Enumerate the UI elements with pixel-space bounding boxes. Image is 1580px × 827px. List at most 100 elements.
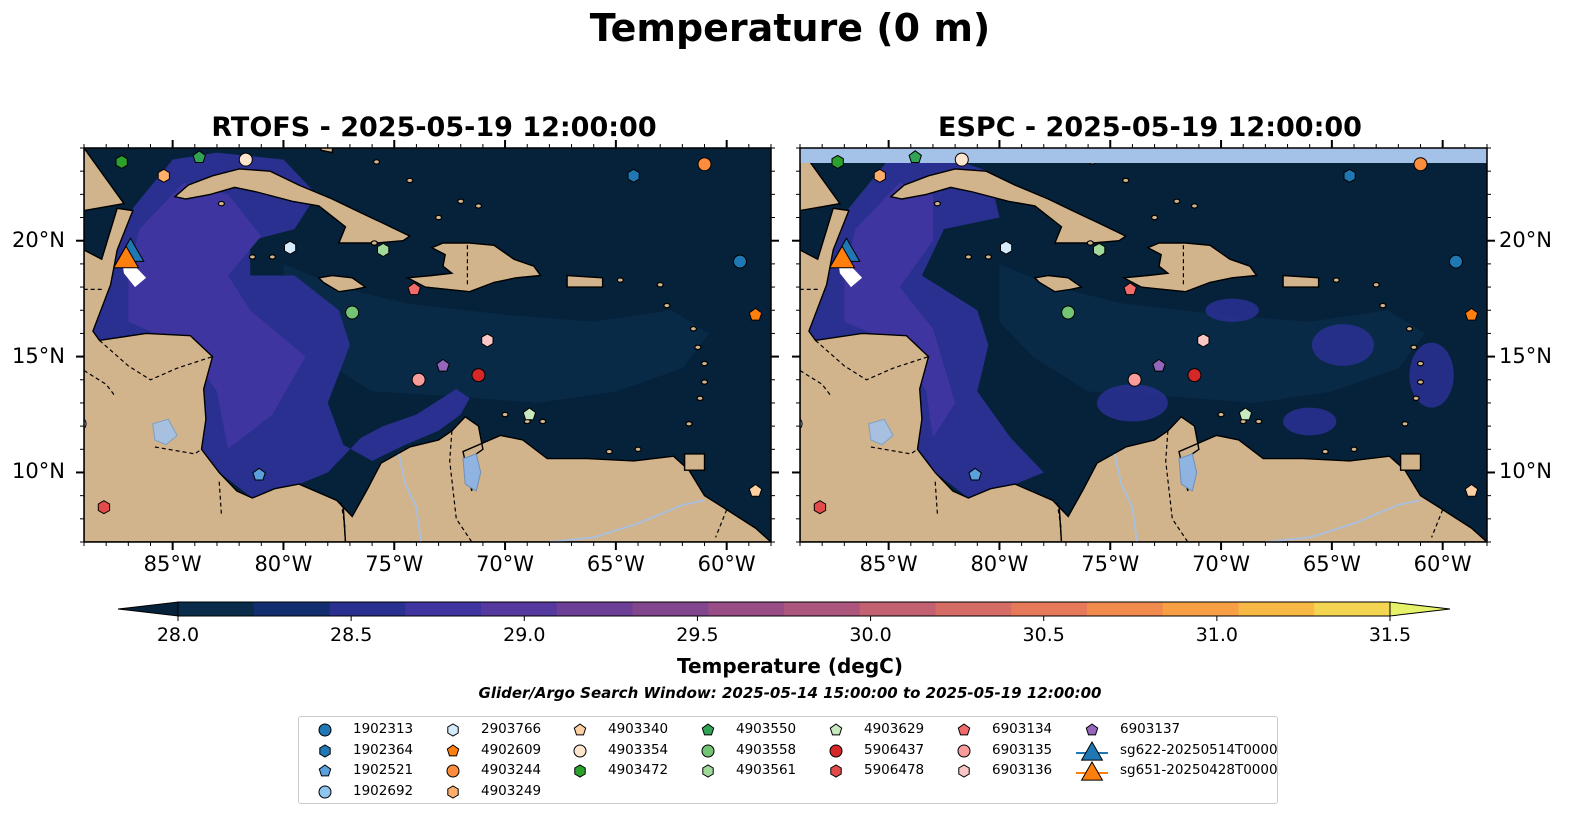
legend-item-label: 4903550 (736, 721, 797, 737)
rtofs-island (434, 214, 443, 221)
legend-item-6903137: 6903137 (1074, 720, 1274, 740)
rtofs-lat-tick-label: 10°N (12, 459, 65, 484)
rtofs-island (457, 198, 465, 205)
espc-island (933, 200, 941, 207)
espc-island (1321, 448, 1329, 455)
rtofs-lon-tick-label: 70°W (476, 552, 535, 576)
legend-item-label: 4903249 (481, 782, 542, 799)
legend-item-label: 1902313 (353, 721, 414, 737)
espc-float-6903135 (1127, 372, 1142, 387)
colorbar-tick-label: 29.5 (676, 624, 719, 646)
rtofs-lon-tick-label: 80°W (254, 552, 313, 576)
legend-item-label: sg651-20250428T0000 (1120, 762, 1278, 778)
espc-island (1379, 302, 1387, 309)
rtofs-island (370, 240, 378, 246)
espc-float-4903558 (1061, 305, 1076, 320)
espc-float-4903561 (1093, 242, 1106, 258)
rtofs-island (634, 446, 642, 453)
rtofs-island (700, 379, 709, 385)
legend-item-5906437: 5906437 (818, 741, 1018, 761)
legend-marker-shape (573, 744, 587, 757)
espc-island (964, 254, 973, 260)
colorbar-under-arrow (117, 601, 179, 617)
espc-float-4903249 (873, 168, 886, 183)
rtofs-island (689, 325, 698, 332)
legend-glider-triangle (1080, 761, 1104, 781)
espc-island (1173, 198, 1181, 205)
colorbar-segment (1011, 602, 1088, 616)
legend-marker-shape (957, 723, 971, 736)
espc-sst-eddy (1096, 384, 1168, 422)
colorbar-segment (556, 602, 633, 616)
espc-land-trinidad (1399, 453, 1422, 471)
rtofs-island (539, 418, 547, 425)
legend-marker-icon (447, 723, 459, 737)
legend-marker-shape (958, 764, 970, 778)
legend-marker-shape (957, 744, 971, 757)
rtofs-map (84, 148, 771, 542)
espc-map (800, 148, 1487, 542)
legend-marker-shape (446, 764, 460, 778)
rtofs-land-puertoRico (566, 274, 604, 288)
rtofs-island (700, 360, 709, 367)
colorbar-segment (935, 602, 1012, 616)
colorbar-segment (178, 602, 255, 616)
colorbar-segment (708, 602, 785, 616)
legend-marker-icon (574, 764, 586, 778)
espc-island (984, 254, 992, 260)
legend-marker-shape (318, 764, 332, 777)
legend-item-label: 1902692 (353, 782, 414, 799)
legend-item-4903472: 4903472 (562, 761, 762, 781)
legend-marker-shape (573, 723, 587, 736)
legend-item-1902364: 1902364 (307, 741, 507, 761)
espc-island (1372, 281, 1380, 288)
espc-sst-eddy (1205, 298, 1259, 322)
legend-marker-shape (318, 785, 332, 798)
colorbar-segment (481, 602, 558, 616)
legend-marker-shape (1085, 723, 1099, 736)
legend-item-label: 1902521 (353, 762, 414, 778)
espc-island (1332, 277, 1340, 283)
legend-item-4903629: 4903629 (818, 720, 1018, 740)
legend-marker-icon (701, 723, 715, 736)
legend-item-6903136: 6903136 (946, 761, 1146, 781)
rtofs-float-6903135 (411, 372, 426, 387)
legend-marker-icon (957, 723, 971, 736)
espc-float-6903136 (1197, 333, 1210, 348)
legend: 1902313 1902364 1902521 1902692 2903766 49026… (298, 716, 1278, 804)
legend-item-1902692: 1902692 (307, 782, 507, 802)
legend-marker-icon (446, 764, 460, 778)
legend-item-label: 5906478 (864, 762, 925, 778)
espc-island (1217, 411, 1225, 418)
legend-marker-icon (318, 764, 332, 777)
espc-float-4903244 (1413, 157, 1428, 172)
legend-marker-icon (318, 785, 332, 798)
espc-float-5906437 (1187, 368, 1202, 383)
espc-top-band (800, 148, 1487, 163)
legend-marker-icon (829, 723, 843, 736)
rtofs-island (406, 177, 414, 184)
legend-item-4903340: 4903340 (562, 720, 762, 740)
legend-item-label: 6903137 (1120, 721, 1181, 737)
colorbar-tick-label: 28.0 (156, 624, 200, 646)
espc-lon-tick-label: 65°W (1302, 552, 1361, 576)
colorbar-segment (859, 602, 936, 616)
legend-item-sg622-20250514T0000: sg622-20250514T0000 (1074, 740, 1278, 761)
legend-item-1902313: 1902313 (307, 720, 507, 740)
legend-marker-icon (573, 744, 587, 757)
legend-marker-icon (1076, 740, 1108, 761)
legend-item-label: 4903244 (481, 762, 542, 778)
legend-item-6903134: 6903134 (946, 720, 1146, 740)
legend-marker-icon (701, 744, 715, 757)
legend-item-label: 5906437 (864, 741, 925, 758)
legend-item-label: 6903135 (992, 741, 1053, 758)
espc-lon-tick-label: 60°W (1413, 552, 1472, 576)
espc-float-5906478 (813, 500, 827, 515)
legend-item-label: 1902364 (353, 741, 414, 758)
rtofs-float-2903766 (284, 240, 297, 255)
legend-item-4902609: 4902609 (435, 741, 635, 761)
espc-map-svg (800, 148, 1487, 542)
legend-marker-icon (319, 743, 331, 758)
legend-marker-icon (573, 723, 587, 736)
colorbar-segment (1087, 602, 1164, 616)
